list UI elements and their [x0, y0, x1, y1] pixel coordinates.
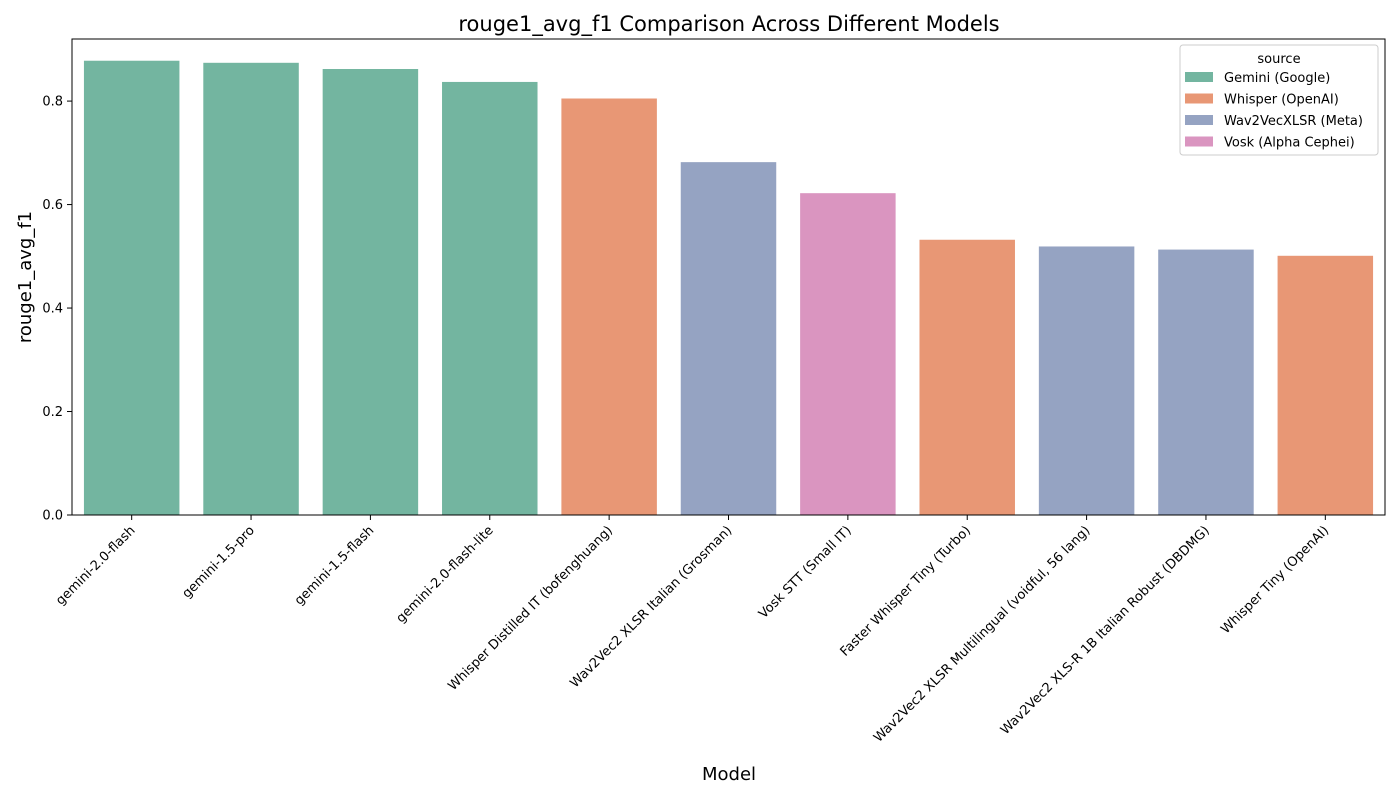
bar-10	[1277, 255, 1374, 516]
x-tick-label: gemini-2.0-flash	[53, 523, 138, 608]
bar-2	[322, 69, 419, 515]
legend-swatch	[1185, 115, 1213, 125]
legend-entry-label: Whisper (OpenAI)	[1224, 93, 1339, 108]
bar-4	[561, 98, 657, 515]
legend-swatch	[1185, 72, 1213, 82]
bar-8	[1038, 246, 1135, 515]
x-tick-label: Vosk STT (Small IT)	[756, 523, 855, 622]
bars	[83, 60, 1374, 516]
legend-entry-label: Gemini (Google)	[1224, 71, 1330, 86]
plot-frame	[71, 38, 1386, 516]
legend-title: source	[1257, 52, 1300, 67]
bar-0	[83, 60, 180, 515]
y-tick-label: 0.6	[42, 198, 63, 213]
x-tick-label: gemini-1.5-flash	[292, 523, 377, 608]
chart-title: rouge1_avg_f1 Comparison Across Differen…	[458, 12, 999, 37]
x-axis-label: Model	[702, 764, 756, 785]
bar-3	[442, 81, 538, 515]
bar-6	[800, 193, 896, 515]
y-tick-label: 0.4	[42, 302, 63, 317]
x-tick-label: Wav2Vec2 XLSR Multilingual (voidful, 56 …	[871, 523, 1093, 745]
x-tick-label: Whisper Tiny (OpenAI)	[1218, 523, 1332, 637]
x-tick-label: gemini-1.5-pro	[180, 523, 258, 601]
bar-7	[919, 239, 1015, 515]
x-tick-label: Faster Whisper Tiny (Turbo)	[838, 523, 974, 659]
bar-9	[1158, 249, 1254, 515]
y-tick-label: 0.2	[42, 405, 63, 420]
y-tick-label: 0.8	[42, 95, 63, 110]
legend-entry-label: Vosk (Alpha Cephei)	[1224, 136, 1355, 151]
legend-entry-label: Wav2VecXLSR (Meta)	[1224, 114, 1363, 129]
legend: source Gemini (Google) Whisper (OpenAI) Wa…	[1179, 44, 1379, 156]
legend-swatch	[1185, 136, 1213, 147]
bar-5	[680, 162, 777, 515]
y-axis: 0.0 0.2 0.4 0.6 0.8	[42, 95, 72, 524]
y-tick-label: 0.0	[42, 509, 63, 524]
bar-1	[203, 62, 299, 516]
legend-box	[1179, 44, 1379, 156]
x-axis: gemini-2.0-flash gemini-1.5-pro gemini-1.5…	[53, 515, 1332, 746]
x-tick-label: gemini-2.0-flash-lite	[394, 523, 497, 626]
y-axis-label: rouge1_avg_f1	[15, 211, 36, 343]
x-tick-label: Wav2Vec2 XLS-R 1B Italian Robust (DBDMG)	[998, 523, 1213, 738]
legend-swatch	[1185, 93, 1213, 104]
